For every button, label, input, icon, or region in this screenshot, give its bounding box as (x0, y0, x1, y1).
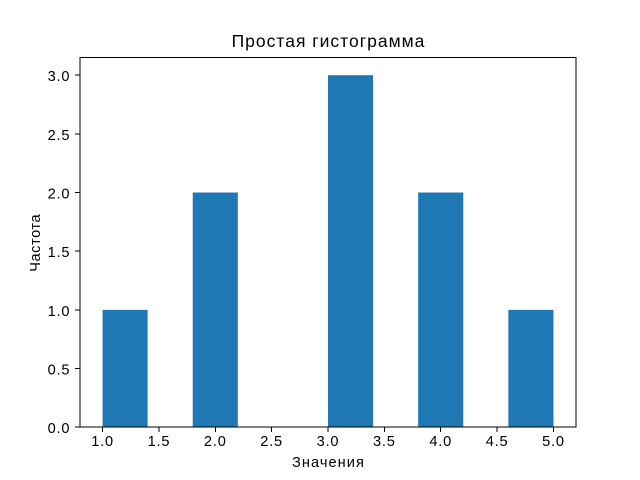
svg-text:3.0: 3.0 (317, 434, 340, 450)
svg-text:5.0: 5.0 (542, 434, 565, 450)
svg-text:Значения: Значения (292, 455, 365, 471)
svg-text:2.0: 2.0 (204, 434, 227, 450)
svg-text:0.5: 0.5 (48, 363, 71, 379)
svg-text:Простая гистограмма: Простая гистограмма (232, 31, 426, 51)
svg-text:1.5: 1.5 (148, 434, 171, 450)
svg-text:2.5: 2.5 (48, 128, 71, 144)
svg-text:1.0: 1.0 (48, 304, 71, 320)
svg-text:4.0: 4.0 (429, 434, 452, 450)
svg-text:1.0: 1.0 (91, 434, 114, 450)
svg-text:4.5: 4.5 (486, 434, 509, 450)
svg-text:1.5: 1.5 (48, 245, 71, 261)
svg-text:2.0: 2.0 (48, 187, 71, 203)
svg-text:Частота: Частота (28, 214, 44, 272)
svg-text:0.0: 0.0 (48, 421, 71, 437)
svg-text:2.5: 2.5 (260, 434, 283, 450)
svg-text:3.0: 3.0 (48, 69, 71, 85)
svg-text:3.5: 3.5 (373, 434, 396, 450)
